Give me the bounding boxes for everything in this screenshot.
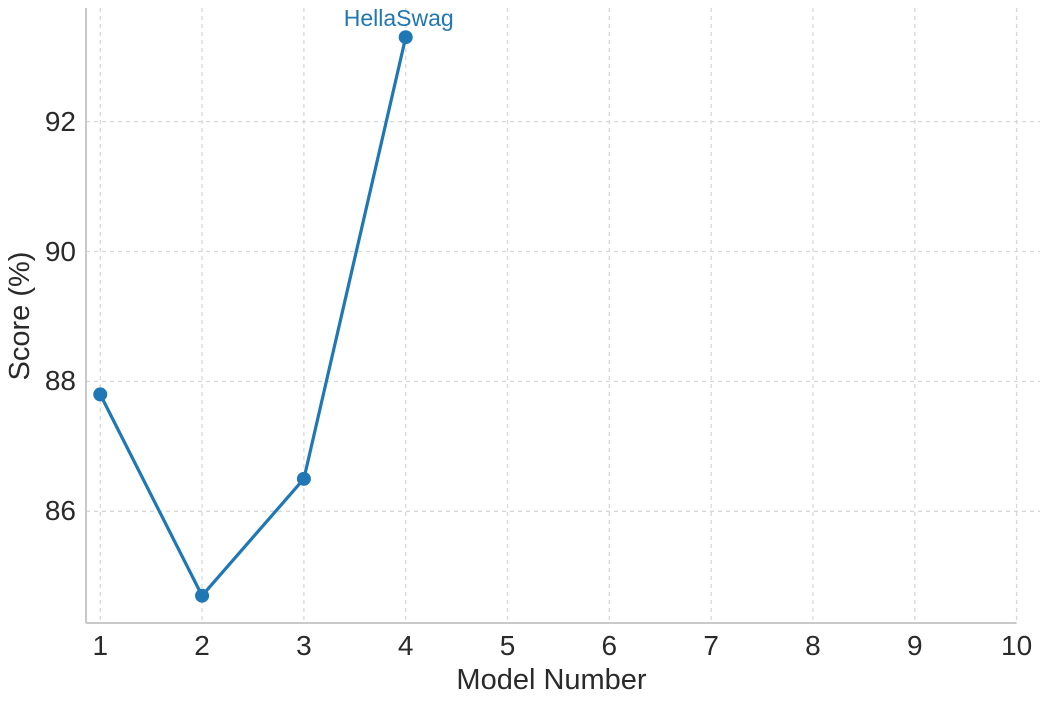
data-point-marker [93, 387, 108, 402]
data-point-marker [296, 471, 311, 486]
y-tick-label: 88 [44, 365, 76, 397]
x-tick-label: 4 [397, 630, 414, 661]
x-tick-label: 6 [601, 630, 618, 661]
x-tick-label: 8 [805, 630, 821, 661]
series-line [98, 35, 408, 598]
y-axis-label: Score (%) [4, 251, 36, 381]
series-annotation: HellaSwag [343, 5, 454, 32]
x-tick-label: 3 [296, 630, 312, 661]
x-tick-label: 5 [499, 630, 516, 661]
x-tick-label: 2 [194, 630, 210, 661]
x-axis-label: Model Number [456, 664, 647, 696]
x-tick-label: 9 [906, 630, 923, 661]
y-tick-label: 90 [44, 235, 76, 267]
x-tick-label: 1 [92, 630, 109, 661]
y-tick-label: 86 [44, 495, 76, 527]
x-tick-label: 10 [1001, 630, 1033, 661]
x-tick-label: 7 [703, 630, 719, 661]
y-tick-label: 92 [44, 105, 76, 137]
data-point-marker [195, 588, 210, 603]
data-point-marker [398, 30, 413, 45]
